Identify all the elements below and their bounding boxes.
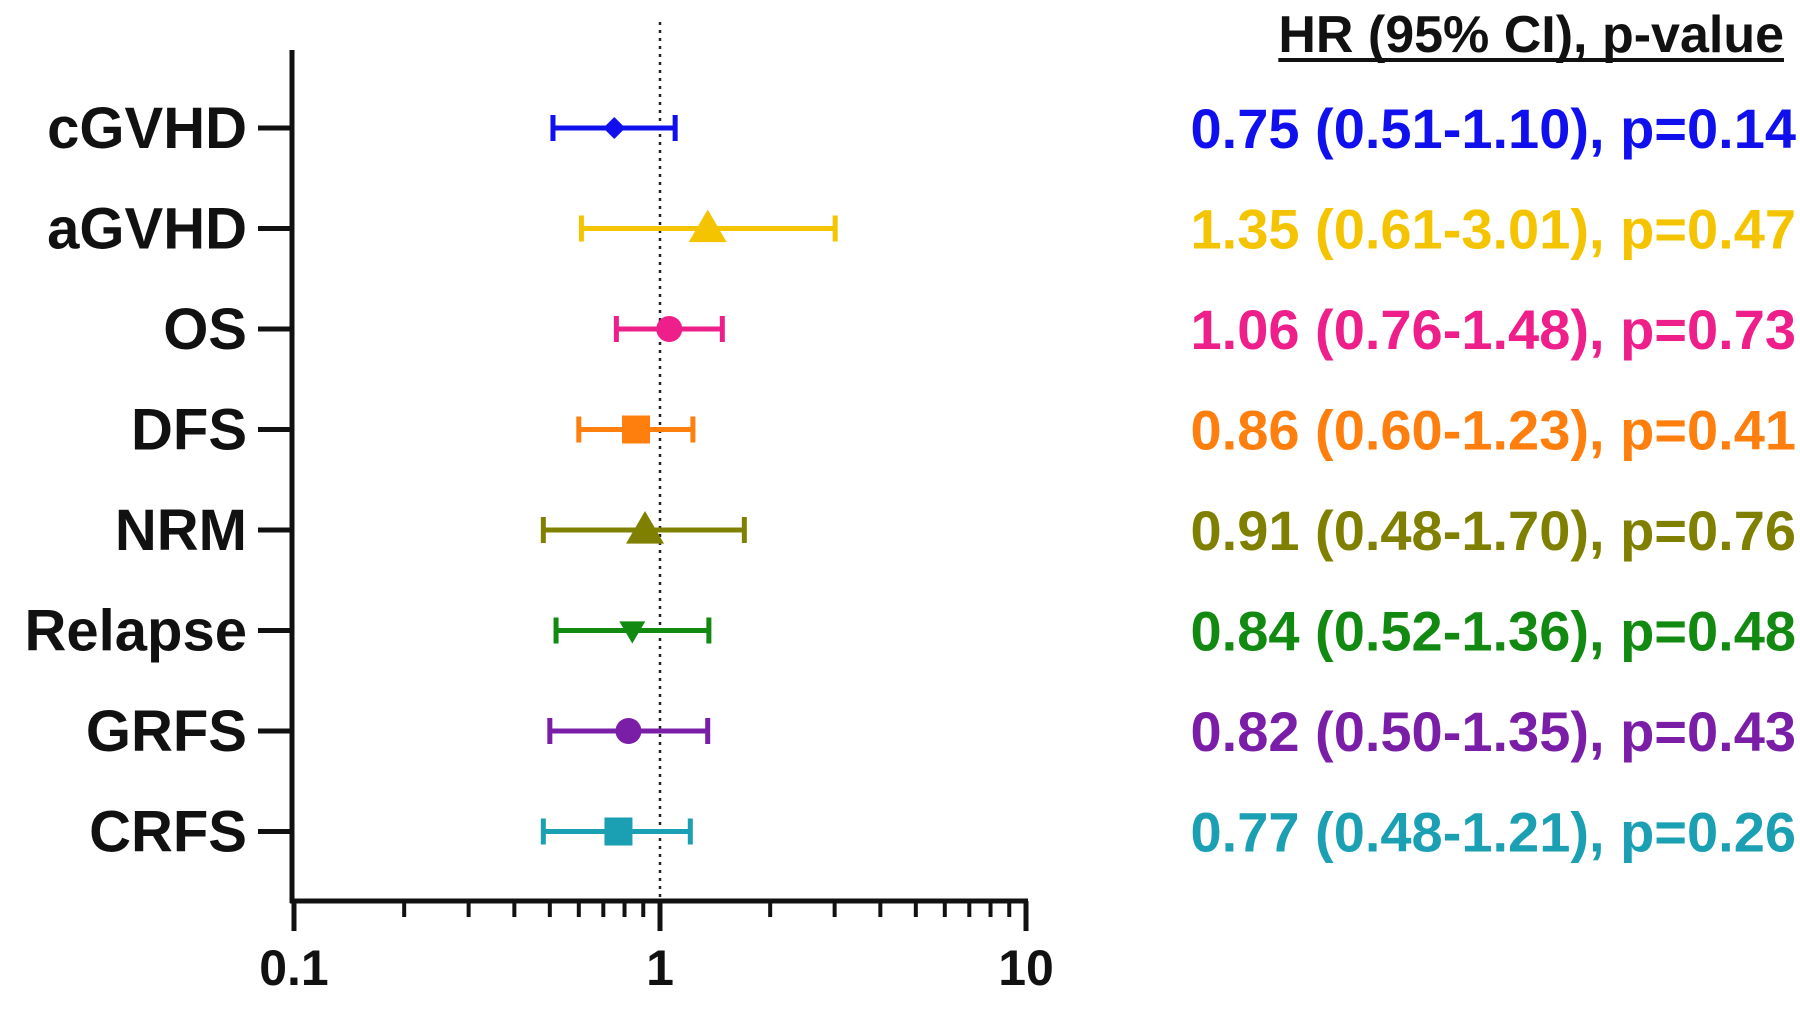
category-label: cGVHD [47,96,247,161]
category-label: NRM [115,498,247,563]
hr-point-marker [619,621,646,644]
hr-estimate-text: 0.86 (0.60-1.23), p=0.41 [1191,399,1797,462]
hr-point-marker [603,117,626,139]
hr-point-marker [626,511,665,544]
row-relapse: Relapse [25,599,712,664]
hr-point-marker [604,817,633,846]
hr-estimate-text: 0.82 (0.50-1.35), p=0.43 [1191,700,1797,763]
category-label: aGVHD [47,197,247,262]
hr-point-marker [656,316,683,342]
hr-estimate-text: 0.91 (0.48-1.70), p=0.76 [1191,499,1797,562]
category-label: GRFS [86,699,247,764]
x-tick-label: 10 [998,940,1054,996]
hr-column-header: HR (95% CI), p-value [1278,6,1784,64]
hr-estimate-text: 0.84 (0.52-1.36), p=0.48 [1191,600,1797,663]
row-grfs: GRFS [86,699,711,764]
axes: 0.1 1 10 [259,22,1054,996]
x-tick-label: 0.1 [259,940,329,996]
data-rows: cGVHD aGVHD OS DFS NRM Relapse GRFS CRFS [25,96,838,865]
x-tick-label: 1 [646,940,674,996]
hr-estimate-text: 1.06 (0.76-1.48), p=0.73 [1191,298,1797,361]
hr-point-marker [615,718,642,744]
row-dfs: DFS [131,398,696,463]
hr-point-marker [688,209,727,243]
category-label: DFS [131,398,247,463]
hr-point-marker [622,415,651,444]
hr-estimate-text: 0.77 (0.48-1.21), p=0.26 [1191,801,1797,864]
hr-estimate-text: 1.35 (0.61-3.01), p=0.47 [1191,198,1797,261]
hr-estimate-text: 0.75 (0.51-1.10), p=0.14 [1191,97,1797,160]
row-agvhd: aGVHD [47,197,838,262]
row-nrm: NRM [115,498,747,563]
hr-text-column: HR (95% CI), p-value 0.75 (0.51-1.10), p… [1191,6,1797,864]
row-os: OS [163,297,725,362]
row-cgvhd: cGVHD [47,96,678,161]
category-label: Relapse [25,599,247,664]
category-label: CRFS [89,800,247,865]
category-label: OS [163,297,247,362]
row-crfs: CRFS [89,800,693,865]
